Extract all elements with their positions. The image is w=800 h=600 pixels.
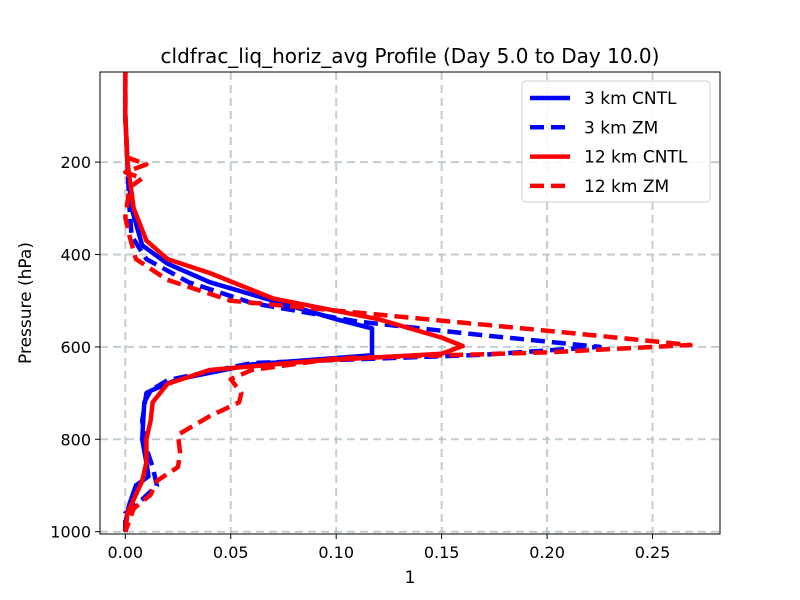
legend-label: 3 km CNTL bbox=[584, 89, 677, 109]
series-lines bbox=[123, 72, 693, 533]
axis-ticks: 0.00 0.05 0.10 0.15 0.20 0.25 200 400 600 800 1000 bbox=[50, 153, 670, 562]
x-axis-label: 1 bbox=[405, 568, 416, 588]
y-tick-label: 400 bbox=[60, 245, 91, 264]
legend-label: 3 km ZM bbox=[584, 118, 658, 138]
x-tick-label: 0.15 bbox=[424, 543, 460, 562]
y-tick-label: 1000 bbox=[50, 523, 91, 542]
x-tick-label: 0.10 bbox=[318, 543, 354, 562]
chart-title: cldfrac_liq_horiz_avg Profile (Day 5.0 t… bbox=[161, 44, 660, 68]
legend-box bbox=[521, 80, 711, 203]
y-tick-label: 200 bbox=[60, 153, 91, 172]
y-axis-label: Pressure (hPa) bbox=[16, 242, 36, 364]
legend-label: 12 km ZM bbox=[584, 177, 669, 197]
legend: 3 km CNTL 3 km ZM 12 km CNTL 12 km ZM bbox=[521, 80, 711, 203]
x-tick-label: 0.20 bbox=[529, 543, 565, 562]
x-tick-label: 0.25 bbox=[635, 543, 671, 562]
y-tick-label: 600 bbox=[60, 338, 91, 357]
x-tick-label: 0.05 bbox=[213, 543, 249, 562]
plot-frame bbox=[99, 71, 721, 535]
x-tick-label: 0.00 bbox=[107, 543, 143, 562]
legend-label: 12 km CNTL bbox=[584, 148, 688, 168]
grid bbox=[100, 72, 720, 534]
series-line-12-km-zm bbox=[123, 72, 693, 533]
y-tick-label: 800 bbox=[60, 430, 91, 449]
